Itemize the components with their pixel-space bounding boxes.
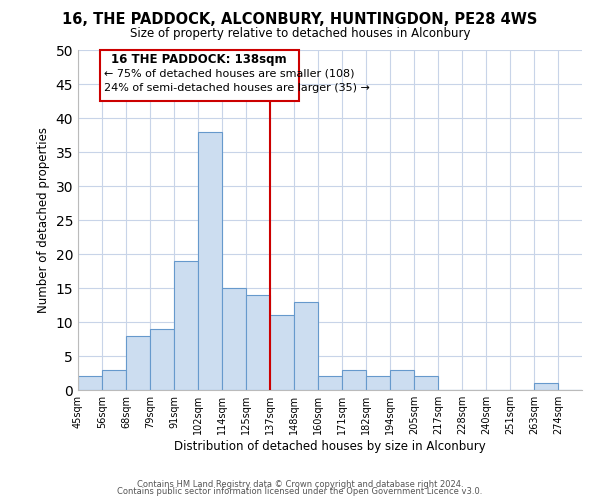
Bar (174, 261, 198, 390)
Bar (318, 376, 342, 390)
Text: 24% of semi-detached houses are larger (35) →: 24% of semi-detached houses are larger (… (104, 84, 370, 94)
Bar (390, 370, 414, 390)
Text: 16 THE PADDOCK: 138sqm: 16 THE PADDOCK: 138sqm (112, 54, 287, 66)
Bar (246, 295, 270, 390)
Bar (102, 370, 126, 390)
Bar (294, 302, 318, 390)
Bar (100, 50, 299, 101)
Bar (342, 370, 366, 390)
Y-axis label: Number of detached properties: Number of detached properties (37, 127, 50, 313)
Bar (198, 132, 222, 390)
Bar (222, 288, 246, 390)
Bar (534, 383, 558, 390)
Text: ← 75% of detached houses are smaller (108): ← 75% of detached houses are smaller (10… (104, 68, 355, 78)
Bar (150, 329, 174, 390)
Bar (78, 376, 102, 390)
Text: 16, THE PADDOCK, ALCONBURY, HUNTINGDON, PE28 4WS: 16, THE PADDOCK, ALCONBURY, HUNTINGDON, … (62, 12, 538, 28)
Bar (366, 376, 390, 390)
Text: Contains public sector information licensed under the Open Government Licence v3: Contains public sector information licen… (118, 488, 482, 496)
X-axis label: Distribution of detached houses by size in Alconbury: Distribution of detached houses by size … (174, 440, 486, 453)
Bar (270, 315, 294, 390)
Bar (126, 336, 150, 390)
Text: Contains HM Land Registry data © Crown copyright and database right 2024.: Contains HM Land Registry data © Crown c… (137, 480, 463, 489)
Bar (414, 376, 438, 390)
Text: Size of property relative to detached houses in Alconbury: Size of property relative to detached ho… (130, 28, 470, 40)
